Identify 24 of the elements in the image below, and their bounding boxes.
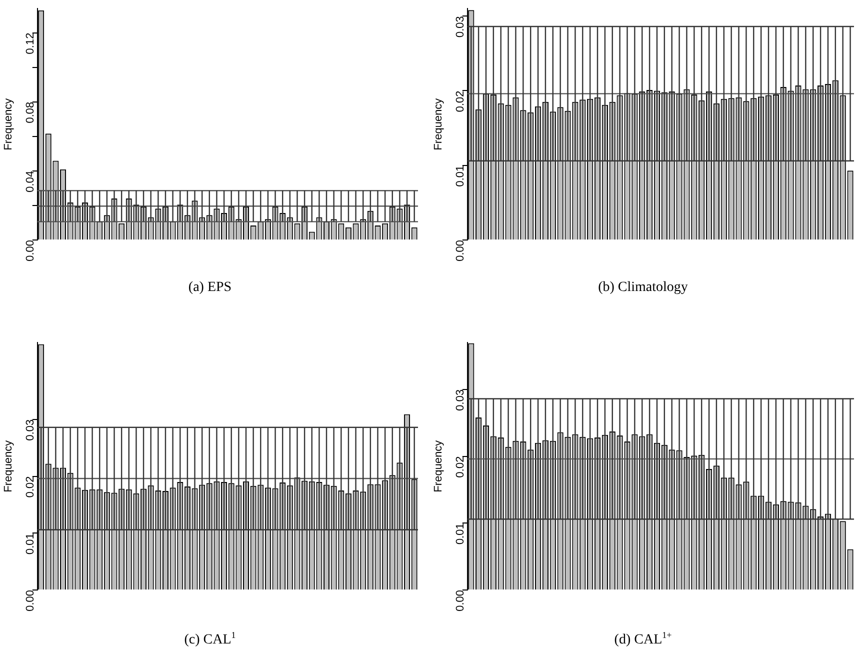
y-tick-label: 0.04 — [24, 170, 36, 192]
y-tick-label: 0.02 — [24, 476, 36, 498]
y-axis-title: Frequency — [432, 98, 445, 150]
y-tick-label: 0.01 — [454, 165, 466, 187]
y-tick-label: 0.12 — [24, 32, 36, 54]
y-tick-label: 0.00 — [454, 590, 466, 612]
text: (c) CAL$^{1}$ — [183, 630, 237, 649]
y-tick-label: 0.01 — [24, 533, 36, 555]
y-tick-label: 0.03 — [24, 419, 36, 441]
text: (a) EPS — [187, 280, 233, 296]
text: (d) CAL$^{1+}$ — [613, 630, 673, 649]
y-tick-label: 0.08 — [24, 102, 36, 124]
y-tick-label: 0.00 — [454, 240, 466, 262]
text: (b) Climatology — [597, 280, 689, 296]
y-axis-title: Frequency — [2, 98, 15, 150]
y-tick-label: 0.00 — [24, 590, 36, 612]
y-axis-title: Frequency — [2, 440, 15, 492]
y-axis-title: Frequency — [432, 440, 445, 492]
y-tick-label: 0.01 — [454, 523, 466, 545]
y-tick-label: 0.02 — [454, 90, 466, 112]
y-tick-label: 0.02 — [454, 456, 466, 478]
y-tick-label: 0.03 — [454, 16, 466, 38]
y-tick-label: 0.00 — [24, 240, 36, 262]
y-tick-label: 0.03 — [454, 389, 466, 411]
